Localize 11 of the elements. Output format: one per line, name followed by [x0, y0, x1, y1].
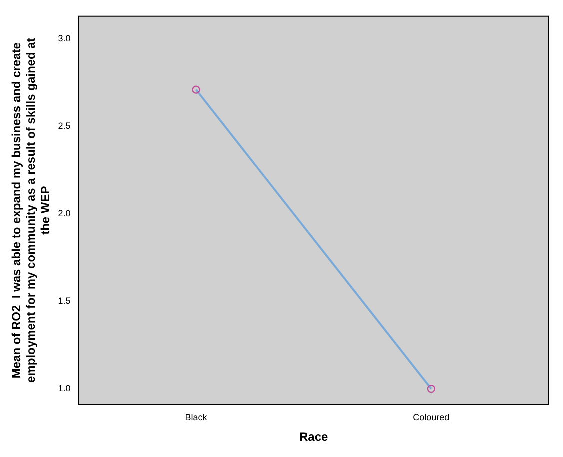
y-tick-label: 1.0: [58, 384, 71, 394]
y-tick-label: 3.0: [58, 34, 71, 44]
y-tick-label: 2.0: [58, 208, 71, 219]
x-axis-title: Race: [300, 430, 329, 444]
y-tick-label: 2.5: [58, 121, 71, 132]
text: the WEP: [38, 186, 52, 235]
x-tick-label: Black: [185, 412, 208, 423]
text: Mean of RO2 I was able to expand my business and create: [10, 42, 24, 379]
text: employment for my community as a result of skills gained at: [24, 38, 38, 383]
y-tick-label: 1.5: [58, 296, 71, 306]
x-tick-label: Coloured: [413, 412, 450, 423]
